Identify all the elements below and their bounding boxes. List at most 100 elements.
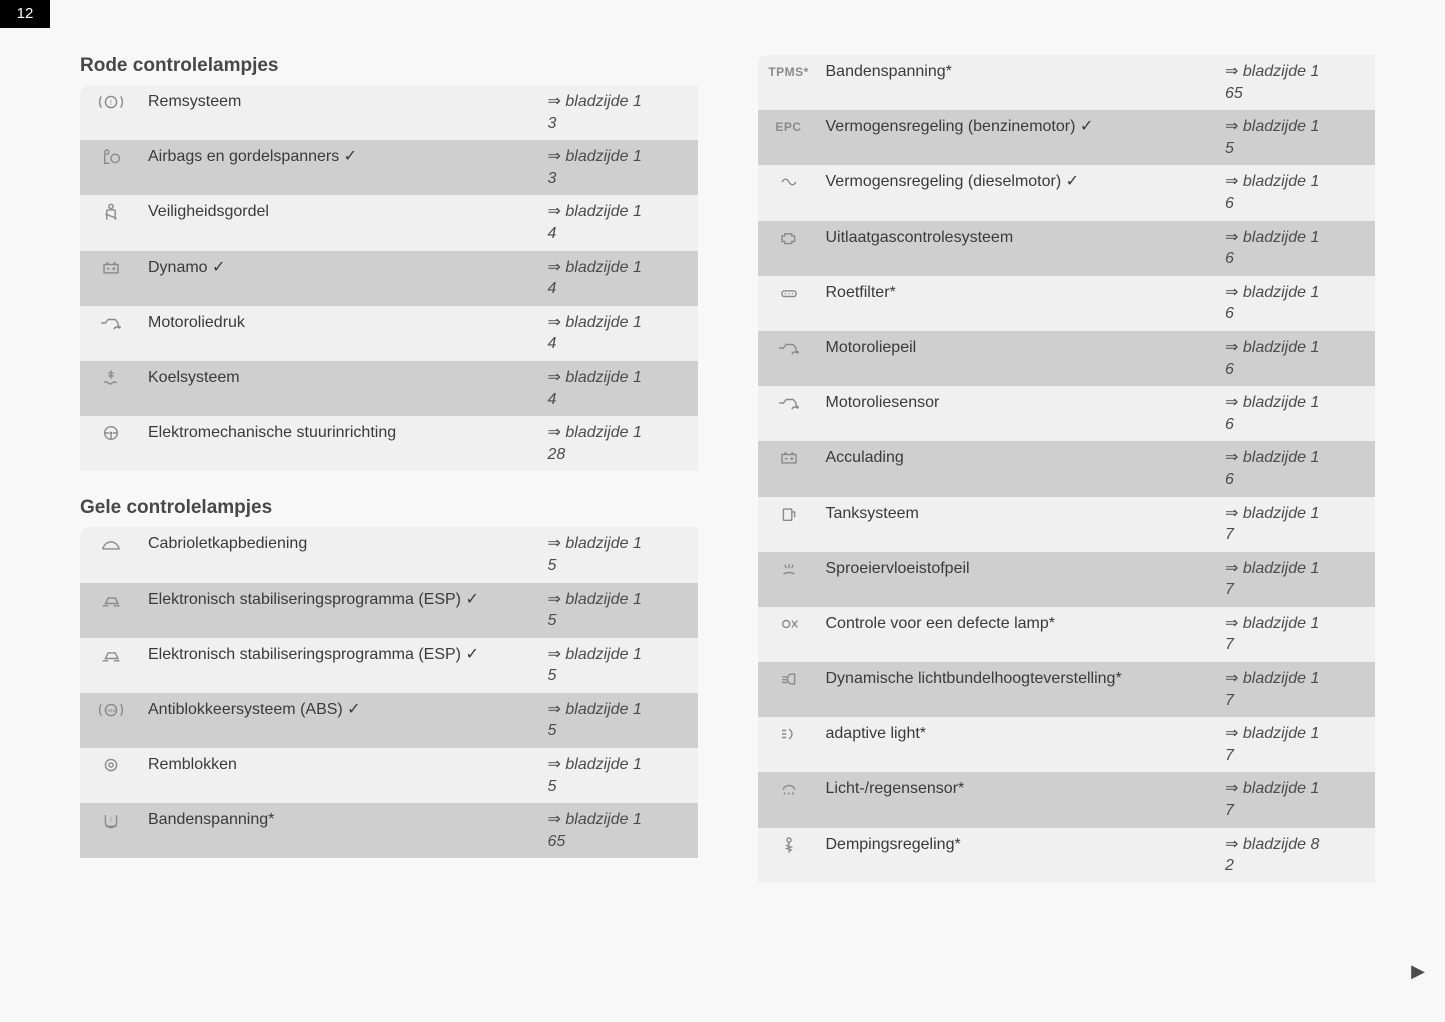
page-ref-text: bladzijde 1 — [1243, 229, 1320, 246]
page-reference: ⇒ bladzijde 165 — [538, 803, 698, 858]
arrow-icon: ⇒ — [548, 369, 566, 386]
arrow-icon: ⇒ — [1225, 339, 1243, 356]
airbag-icon — [80, 140, 138, 195]
steering-wheel-icon — [80, 416, 138, 471]
page-reference: ⇒ bladzijde 16 — [1215, 165, 1375, 220]
page-ref-text: bladzijde 1 — [565, 369, 642, 386]
page-reference: ⇒ bladzijde 13 — [538, 85, 698, 140]
section-title-red: Rode controlelampjes — [80, 55, 698, 77]
arrow-icon: ⇒ — [548, 646, 566, 663]
page-reference: ⇒ bladzijde 14 — [538, 361, 698, 416]
table-row: Uitlaatgascontrolesysteem⇒ bladzijde 16 — [758, 221, 1376, 276]
warning-label: Remsysteem — [138, 85, 538, 140]
table-row: Vermogensregeling (dieselmotor) ✓⇒ bladz… — [758, 165, 1376, 220]
seatbelt-icon — [80, 195, 138, 250]
warning-label: Controle voor een defecte lamp* — [816, 607, 1216, 662]
rain-light-sensor-icon — [758, 772, 816, 827]
page-ref-continued: 7 — [1225, 802, 1234, 819]
table-row: Motoroliepeil⇒ bladzijde 16 — [758, 331, 1376, 386]
adaptive-light-icon — [758, 717, 816, 772]
page-reference: ⇒ bladzijde 16 — [1215, 221, 1375, 276]
table-row: !Bandenspanning*⇒ bladzijde 165 — [80, 803, 698, 858]
arrow-icon: ⇒ — [1225, 615, 1243, 632]
page-ref-text: bladzijde 1 — [565, 259, 642, 276]
page-number: 12 — [0, 0, 50, 28]
svg-text:ABS: ABS — [106, 708, 117, 714]
warning-label: Antiblokkeersysteem (ABS) ✓ — [138, 693, 538, 748]
page-reference: ⇒ bladzijde 15 — [538, 748, 698, 803]
arrow-icon: ⇒ — [1225, 449, 1243, 466]
battery-charge-icon — [758, 441, 816, 496]
page-reference: ⇒ bladzijde 128 — [538, 416, 698, 471]
page-ref-continued: 6 — [1225, 305, 1234, 322]
page-reference: ⇒ bladzijde 15 — [538, 638, 698, 693]
table-row: Acculading⇒ bladzijde 16 — [758, 441, 1376, 496]
warning-label: Cabrioletkapbediening — [138, 527, 538, 582]
oil-level-icon — [758, 331, 816, 386]
warning-label: Bandenspanning* — [816, 55, 1216, 110]
warning-label: Motoroliedruk — [138, 306, 538, 361]
page-reference: ⇒ bladzijde 13 — [538, 140, 698, 195]
page-ref-continued: 3 — [548, 115, 557, 132]
warning-label: Elektronisch stabiliseringsprogramma (ES… — [138, 638, 538, 693]
dpf-icon — [758, 276, 816, 331]
page-ref-text: bladzijde 1 — [1243, 118, 1320, 135]
page-ref-continued: 5 — [1225, 140, 1234, 157]
washer-fluid-icon — [758, 552, 816, 607]
page-ref-continued: 5 — [548, 722, 557, 739]
table-row: Dynamo ✓⇒ bladzijde 14 — [80, 251, 698, 306]
page-reference: ⇒ bladzijde 15 — [538, 583, 698, 638]
brake-pad-icon — [80, 748, 138, 803]
svg-text:!: ! — [110, 98, 112, 107]
page-ref-text: bladzijde 1 — [1243, 339, 1320, 356]
page-reference: ⇒ bladzijde 1 5 — [1215, 110, 1375, 165]
page-ref-continued: 6 — [1225, 416, 1234, 433]
table-row: Motoroliesensor⇒ bladzijde 16 — [758, 386, 1376, 441]
table-row: Sproeiervloeistofpeil⇒ bladzijde 17 — [758, 552, 1376, 607]
warning-label: Motoroliepeil — [816, 331, 1216, 386]
engine-icon — [758, 221, 816, 276]
arrow-icon: ⇒ — [1225, 505, 1243, 522]
page-ref-continued: 3 — [548, 170, 557, 187]
page-ref-text: bladzijde 1 — [1243, 560, 1320, 577]
table-yellow-lights-continued: TPMS*Bandenspanning*⇒ bladzijde 165EPCVe… — [758, 55, 1376, 883]
table-row: EPCVermogensregeling (benzinemotor) ✓⇒ b… — [758, 110, 1376, 165]
table-row: Elektronisch stabiliseringsprogramma (ES… — [80, 583, 698, 638]
arrow-icon: ⇒ — [548, 314, 566, 331]
page-ref-continued: 5 — [548, 778, 557, 795]
table-row: Dempingsregeling*⇒ bladzijde 82 — [758, 828, 1376, 883]
epc-text-icon: EPC — [758, 110, 816, 165]
warning-label: Airbags en gordelspanners ✓ — [138, 140, 538, 195]
page-ref-continued: 65 — [1225, 85, 1243, 102]
page-ref-continued: 2 — [1225, 857, 1234, 874]
abs-icon: ABS — [80, 693, 138, 748]
arrow-icon: ⇒ — [548, 701, 566, 718]
page-ref-text: bladzijde 1 — [565, 756, 642, 773]
arrow-icon: ⇒ — [1225, 394, 1243, 411]
warning-label: Sproeiervloeistofpeil — [816, 552, 1216, 607]
page-ref-text: bladzijde 1 — [1243, 63, 1320, 80]
warning-label: Dempingsregeling* — [816, 828, 1216, 883]
warning-label: Dynamo ✓ — [138, 251, 538, 306]
page-ref-continued: 5 — [548, 612, 557, 629]
page-reference: ⇒ bladzijde 82 — [1215, 828, 1375, 883]
table-yellow-lights: Cabrioletkapbediening⇒ bladzijde 15Elekt… — [80, 527, 698, 858]
bulb-failure-icon — [758, 607, 816, 662]
warning-label: Vermogensregeling (benzinemotor) ✓ — [816, 110, 1216, 165]
page-reference: ⇒ bladzijde 16 — [1215, 331, 1375, 386]
page-ref-text: bladzijde 8 — [1243, 836, 1320, 853]
page-ref-continued: 5 — [548, 667, 557, 684]
page-ref-text: bladzijde 1 — [1243, 505, 1320, 522]
page-ref-text: bladzijde 1 — [1243, 173, 1320, 190]
table-row: Tanksysteem⇒ bladzijde 17 — [758, 497, 1376, 552]
page-ref-text: bladzijde 1 — [565, 701, 642, 718]
page-ref-continued: 7 — [1225, 581, 1234, 598]
page-ref-continued: 65 — [548, 833, 566, 850]
page-reference: ⇒ bladzijde 17 — [1215, 497, 1375, 552]
page-reference: ⇒ bladzijde 16 — [1215, 441, 1375, 496]
tire-pressure-icon: ! — [80, 803, 138, 858]
warning-label: Dynamische lichtbundelhoogteverstelling* — [816, 662, 1216, 717]
table-row: Elektronisch stabiliseringsprogramma (ES… — [80, 638, 698, 693]
page-ref-text: bladzijde 1 — [565, 148, 642, 165]
arrow-icon: ⇒ — [1225, 118, 1243, 135]
